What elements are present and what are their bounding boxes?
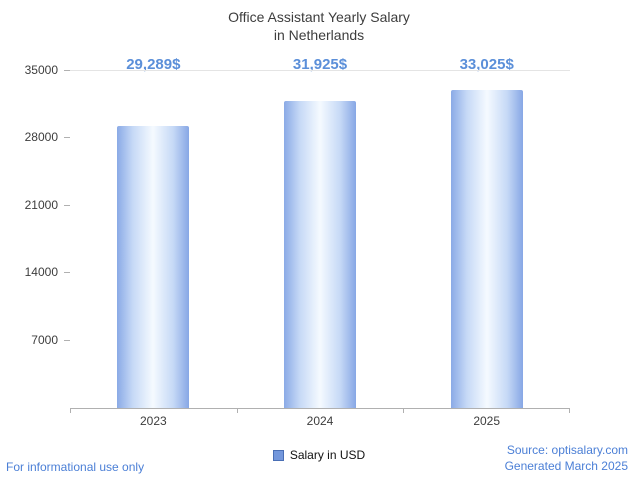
- x-axis-ticks: [70, 408, 570, 413]
- legend: Salary in USD: [0, 448, 638, 462]
- bar-value-label: 31,925$: [292, 56, 348, 73]
- x-tick-mark: [569, 408, 570, 413]
- bar: [450, 90, 523, 408]
- x-tick-mark: [236, 408, 238, 413]
- x-tick-mark: [403, 408, 405, 413]
- value-label-row: 29,289$ 31,925$ 33,025$: [70, 56, 570, 74]
- bar-value-label: 29,289$: [126, 56, 181, 73]
- x-tick-mark: [70, 408, 71, 413]
- y-tick-mark: [64, 339, 70, 341]
- generated-text: Generated March 2025: [504, 459, 628, 473]
- bar-slot: [403, 71, 570, 408]
- y-tick-label: 28000: [24, 130, 58, 145]
- x-axis-labels: 2023 2024 2025: [70, 414, 570, 428]
- bar-slot: [237, 71, 404, 408]
- bar-value-label: 33,025$: [459, 56, 514, 73]
- bar: [284, 100, 356, 408]
- y-tick-mark: [64, 204, 70, 206]
- legend-swatch-icon: [272, 449, 284, 461]
- footer-source-block: Source: optisalary.com Generated March 2…: [505, 442, 628, 474]
- chart-title: Office Assistant Yearly Salary in Nether…: [228, 9, 410, 44]
- source-link[interactable]: Source: optisalary.com: [506, 443, 628, 457]
- y-tick-mark: [64, 137, 70, 139]
- disclaimer-text: For informational use only: [6, 460, 145, 474]
- y-tick-mark: [64, 272, 70, 274]
- x-axis-label: 2024: [306, 414, 334, 428]
- plot-area: [70, 70, 570, 409]
- x-axis-label: 2023: [139, 414, 167, 428]
- y-tick-label: 21000: [24, 197, 58, 212]
- y-tick-label: 35000: [24, 63, 58, 77]
- bar-slot: [70, 71, 237, 408]
- y-tick-mark: [64, 70, 70, 71]
- bar: [117, 126, 190, 408]
- y-axis: 7000 14000 21000 28000 35000: [0, 63, 70, 407]
- x-axis-label: 2025: [473, 414, 501, 428]
- y-tick-label: 7000: [31, 332, 58, 347]
- y-tick-label: 14000: [24, 265, 58, 280]
- legend-label: Salary in USD: [289, 448, 366, 462]
